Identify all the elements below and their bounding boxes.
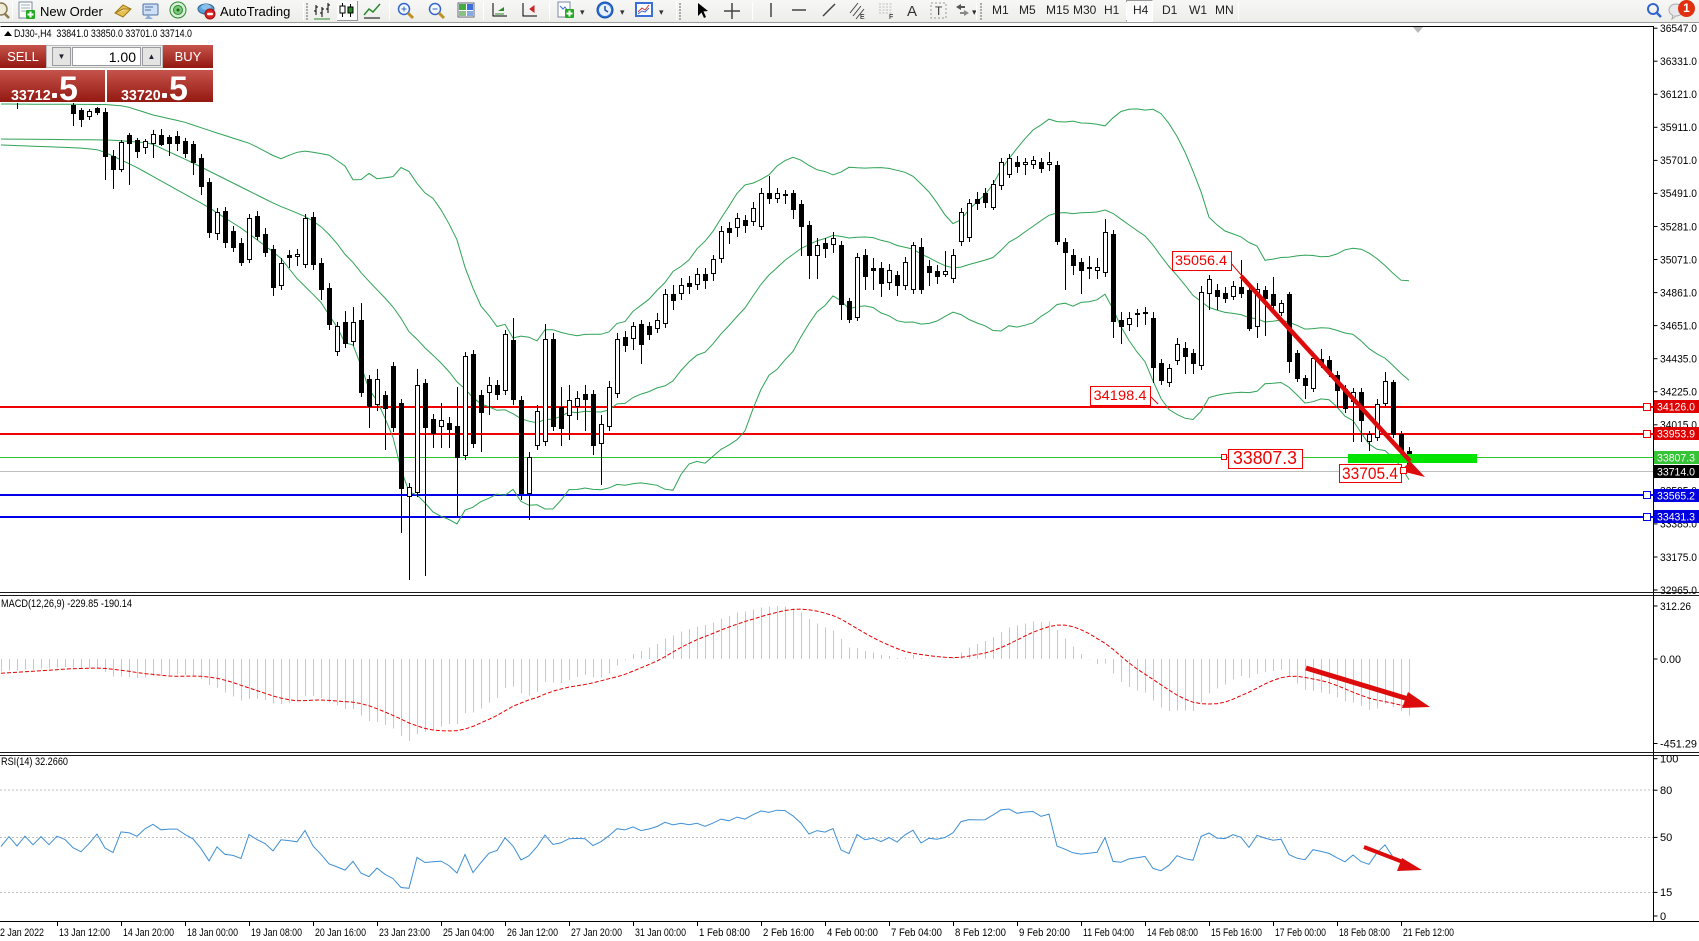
svg-text:9 Feb 20:00: 9 Feb 20:00 bbox=[1019, 927, 1070, 939]
svg-text:RSI(14) 32.2660: RSI(14) 32.2660 bbox=[1, 756, 68, 768]
svg-text:35281.0: 35281.0 bbox=[1660, 221, 1697, 233]
svg-text:26 Jan 12:00: 26 Jan 12:00 bbox=[507, 927, 558, 939]
svg-text:21 Feb 12:00: 21 Feb 12:00 bbox=[1403, 927, 1454, 939]
svg-text:35701.0: 35701.0 bbox=[1660, 155, 1697, 167]
svg-text:18 Feb 08:00: 18 Feb 08:00 bbox=[1339, 927, 1390, 939]
svg-text:36547.0: 36547.0 bbox=[1660, 23, 1697, 35]
svg-text:34435.0: 34435.0 bbox=[1660, 354, 1697, 366]
svg-text:33431.3: 33431.3 bbox=[1657, 512, 1695, 524]
svg-text:312.26: 312.26 bbox=[1660, 601, 1691, 613]
svg-text:2 Feb 16:00: 2 Feb 16:00 bbox=[763, 927, 814, 939]
svg-text:17 Feb 00:00: 17 Feb 00:00 bbox=[1275, 927, 1326, 939]
svg-text:MACD(12,26,9) -229.85 -190.14: MACD(12,26,9) -229.85 -190.14 bbox=[1, 598, 132, 610]
svg-text:34198.4: 34198.4 bbox=[1094, 387, 1147, 403]
svg-text:25 Jan 04:00: 25 Jan 04:00 bbox=[443, 927, 494, 939]
svg-text:8 Feb 12:00: 8 Feb 12:00 bbox=[955, 927, 1006, 939]
svg-text:15: 15 bbox=[1660, 887, 1672, 899]
svg-text:33807.3: 33807.3 bbox=[1233, 448, 1297, 468]
svg-text:35071.0: 35071.0 bbox=[1660, 254, 1697, 266]
svg-text:27 Jan 20:00: 27 Jan 20:00 bbox=[571, 927, 622, 939]
svg-text:0: 0 bbox=[1660, 911, 1666, 923]
svg-text:2 Jan 2022: 2 Jan 2022 bbox=[0, 927, 44, 939]
svg-text:80: 80 bbox=[1660, 785, 1672, 797]
svg-text:18 Jan 00:00: 18 Jan 00:00 bbox=[187, 927, 238, 939]
svg-text:14 Feb 08:00: 14 Feb 08:00 bbox=[1147, 927, 1198, 939]
svg-text:36331.0: 36331.0 bbox=[1660, 56, 1697, 68]
svg-text:11 Feb 04:00: 11 Feb 04:00 bbox=[1083, 927, 1134, 939]
svg-text:23 Jan 23:00: 23 Jan 23:00 bbox=[379, 927, 430, 939]
svg-text:34225.0: 34225.0 bbox=[1660, 387, 1697, 399]
svg-text:33714.0: 33714.0 bbox=[1657, 467, 1695, 479]
svg-text:35911.0: 35911.0 bbox=[1660, 122, 1697, 134]
svg-text:35491.0: 35491.0 bbox=[1660, 188, 1697, 200]
svg-text:F: F bbox=[889, 14, 893, 21]
svg-text:33953.9: 33953.9 bbox=[1657, 429, 1695, 441]
svg-text:34861.0: 34861.0 bbox=[1660, 287, 1697, 299]
svg-text:4 Feb 00:00: 4 Feb 00:00 bbox=[827, 927, 878, 939]
svg-text:50: 50 bbox=[1660, 832, 1672, 844]
svg-text:34126.0: 34126.0 bbox=[1657, 402, 1695, 414]
svg-text:33807.3: 33807.3 bbox=[1657, 453, 1695, 465]
svg-text:33175.0: 33175.0 bbox=[1660, 552, 1697, 564]
svg-text:T: T bbox=[935, 4, 943, 18]
svg-text:7 Feb 04:00: 7 Feb 04:00 bbox=[891, 927, 942, 939]
svg-text:36121.0: 36121.0 bbox=[1660, 89, 1697, 101]
svg-text:20 Jan 16:00: 20 Jan 16:00 bbox=[315, 927, 366, 939]
svg-text:13 Jan 12:00: 13 Jan 12:00 bbox=[59, 927, 110, 939]
svg-text:32965.0: 32965.0 bbox=[1660, 585, 1697, 597]
svg-text:E: E bbox=[860, 14, 865, 21]
svg-text:34651.0: 34651.0 bbox=[1660, 320, 1697, 332]
svg-text:19 Jan 08:00: 19 Jan 08:00 bbox=[251, 927, 302, 939]
svg-text:1 Feb 08:00: 1 Feb 08:00 bbox=[699, 927, 750, 939]
svg-text:-451.29: -451.29 bbox=[1660, 738, 1697, 750]
svg-text:15 Feb 16:00: 15 Feb 16:00 bbox=[1211, 927, 1262, 939]
svg-text:A: A bbox=[907, 3, 917, 20]
svg-text:0.00: 0.00 bbox=[1660, 654, 1681, 666]
svg-text:DJ30-,H4 33841.0 33850.0 3370: DJ30-,H4 33841.0 33850.0 33701.0 33714.0 bbox=[14, 28, 192, 40]
svg-text:14 Jan 20:00: 14 Jan 20:00 bbox=[123, 927, 174, 939]
svg-text:35056.4: 35056.4 bbox=[1175, 252, 1227, 268]
svg-text:33565.2: 33565.2 bbox=[1657, 491, 1695, 503]
svg-text:33705.4: 33705.4 bbox=[1342, 464, 1398, 483]
svg-text:31 Jan 00:00: 31 Jan 00:00 bbox=[635, 927, 686, 939]
svg-text:100: 100 bbox=[1660, 754, 1678, 766]
